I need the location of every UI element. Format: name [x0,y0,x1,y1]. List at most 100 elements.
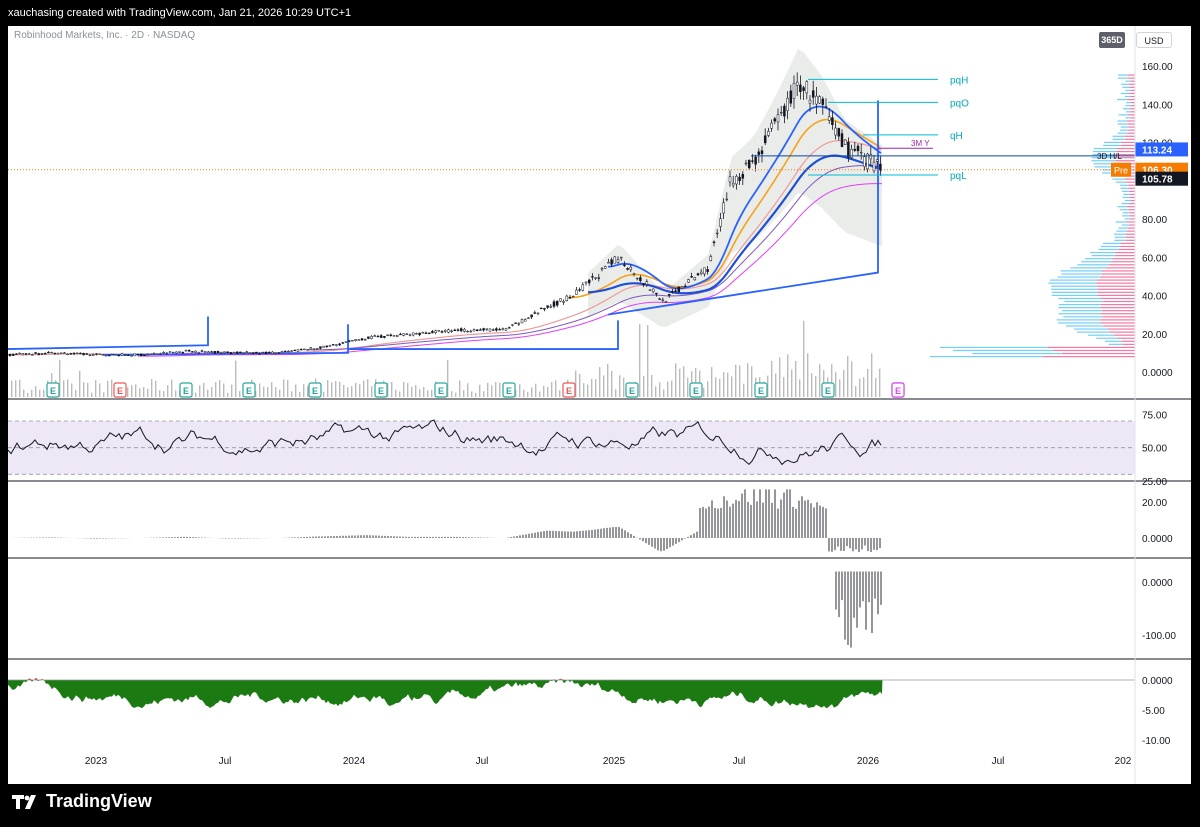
candle-body [619,256,623,259]
volume-bar [91,392,93,397]
candle-body [514,322,517,324]
volume-bar [355,382,357,397]
volume-profile-bar [1124,218,1131,220]
time-axis-label: 2023 [85,756,108,767]
volume-bar [595,379,597,397]
candle-body [34,352,37,354]
candle-body [447,329,450,333]
candle-body [783,105,786,117]
candle-body [712,241,716,243]
volume-profile-bar [1120,187,1129,189]
volume-bar [419,389,421,397]
volume-bar [843,369,845,397]
volume-profile-bar [1099,319,1135,321]
drawdown-panel [8,677,1135,709]
volume-profile-bar [1118,114,1128,116]
candle-body [543,308,546,310]
volume-profile-bar [1052,291,1098,293]
volume-profile-bar [1059,303,1101,306]
currency-button[interactable]: USD [1136,32,1172,48]
volume-profile [929,74,1135,358]
volume-bar [387,382,389,397]
candle-body [379,335,383,338]
volume-profile-bar [1101,270,1135,272]
volume-bar [71,383,73,397]
volume-bar [731,376,733,397]
candle-body [104,354,108,357]
volume-profile-bar [1119,184,1129,186]
volume-profile-bar [1107,328,1135,330]
candle-body [498,329,501,331]
volume-bar [339,381,341,397]
candle-body [616,259,620,263]
range-365d-button[interactable]: 365D [1099,32,1125,48]
volume-bar [863,377,865,397]
candle-body [389,334,393,336]
candle-body [629,266,633,270]
volume-bar [11,380,13,397]
volume-profile-bar [1076,331,1109,333]
volume-bar [87,383,89,397]
candle-body [491,329,495,331]
candle-body [655,292,658,295]
candle-body [197,352,201,354]
candle-body [424,332,428,334]
candle-body [415,333,418,335]
candle-body [88,354,92,356]
candle-body [399,333,402,336]
volume-bar [467,383,469,397]
volume-bar [283,379,285,397]
volume-profile-bar [1117,337,1135,339]
candle-body [363,339,367,341]
volume-bar [259,383,261,397]
volume-profile-bar [1056,319,1100,321]
volume-profile-bar [1108,343,1124,345]
candle-body [600,268,604,270]
earnings-marker-label: E [506,386,512,396]
volume-profile-bar [1104,141,1122,143]
candle-body [607,262,610,264]
candle-body [395,334,399,337]
candle-body [555,300,559,306]
volume-bar [475,392,477,397]
volume-profile-bar [1128,126,1135,128]
candle-body [479,329,482,331]
candle-body [799,84,802,92]
volume-bar [671,380,673,397]
volume-profile-bar [1108,331,1135,333]
candle-body [335,344,338,346]
volume-bar [675,363,677,397]
candle-body [731,182,735,186]
candle-body [539,307,543,310]
volume-profile-bar [953,349,1054,352]
candle-body [248,352,252,354]
volume-profile-bar [1120,126,1129,128]
volume-profile-bar [1100,297,1135,300]
candle-body [565,295,569,301]
candle-body [130,355,133,357]
volume-profile-bar [1112,258,1135,260]
anchored-vwap [8,316,209,350]
candle-body [575,289,578,295]
volume-profile-bar [1100,307,1135,309]
anchored-vwap [607,100,879,316]
candle-body [59,352,63,354]
volume-bar [79,370,81,397]
volume-bar [271,382,273,397]
volume-profile-bar [1053,349,1135,352]
candle-body [674,290,677,292]
volume-profile-bar [1127,114,1135,116]
candle-body [338,343,341,346]
volume-profile-bar [1125,233,1135,235]
price-label: 105.78 [1142,175,1173,186]
candle-body [683,285,687,288]
candle-body [875,159,879,162]
rsi-line [8,419,882,466]
candle-body [315,348,319,350]
volume-profile-bar [1118,74,1128,76]
volume-bar [231,384,233,397]
candle-body [255,351,258,354]
tradingview-logo[interactable]: TradingView [12,791,152,812]
